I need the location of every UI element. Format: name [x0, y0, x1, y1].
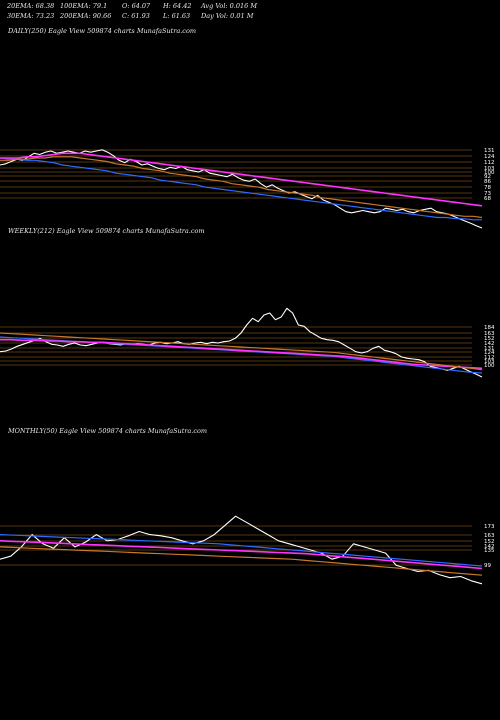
daily-level-label: 68 [484, 196, 491, 202]
daily-level-label: 103 [484, 166, 495, 172]
daily-level-label: 100 [484, 170, 495, 176]
weekly-level-label: 112 [484, 355, 495, 361]
header-ema30: 30EMA: 73.23 [7, 12, 55, 20]
header-close: C: 61.93 [122, 12, 150, 20]
monthly-level-label: 163 [484, 533, 495, 539]
weekly-series-line [0, 338, 483, 370]
daily-series-line [0, 149, 483, 229]
header-ema20: 20EMA: 68.38 [7, 2, 55, 10]
weekly-panel-title: WEEKLY(212) Eagle View 509874 charts Mun… [8, 227, 205, 235]
daily-level-label: 78 [484, 185, 491, 191]
weekly-series-line [0, 332, 483, 371]
daily-level-label: 73 [484, 191, 491, 197]
monthly-level-label: 142 [484, 544, 495, 550]
daily-level-label: 86 [484, 179, 491, 185]
monthly-level-label: 99 [484, 563, 491, 569]
monthly-panel-title: MONTHLY(50) Eagle View 509874 charts Mun… [8, 427, 208, 435]
monthly-level-label: 135 [484, 548, 495, 554]
monthly-level-label: 173 [484, 524, 495, 530]
daily-level-label: 131 [484, 148, 495, 154]
header-open: O: 64.07 [122, 2, 151, 10]
daily-series-line [0, 157, 482, 221]
weekly-level-label: 100 [484, 363, 495, 369]
header-high: H: 64.42 [163, 2, 192, 10]
header-avg-vol: Avg Vol: 0.016 M [201, 2, 258, 10]
daily-panel-title: DAILY(250) Eagle View 509874 charts Muna… [8, 27, 197, 35]
weekly-level-label: 152 [484, 336, 495, 342]
daily-series-line [0, 152, 483, 207]
monthly-series-line [0, 540, 483, 570]
weekly-level-label: 184 [484, 325, 495, 331]
header-ema100: 100EMA: 79.1 [60, 2, 108, 10]
weekly-series-line [0, 307, 483, 378]
daily-level-label: 124 [484, 154, 495, 160]
weekly-level-label: 131 [484, 346, 495, 352]
weekly-level-label: 124 [484, 350, 495, 356]
weekly-level-label: 163 [484, 331, 495, 337]
daily-series-line [0, 156, 483, 219]
daily-level-label: 112 [484, 160, 495, 166]
daily-level-label: 92 [484, 174, 491, 180]
header-day-vol: Day Vol: 0.01 M [201, 12, 254, 20]
monthly-level-label: 152 [484, 539, 495, 545]
monthly-series-line [0, 534, 483, 567]
weekly-level-label: 142 [484, 341, 495, 347]
monthly-series-line [0, 546, 483, 576]
header-ema200: 200EMA: 90.66 [60, 12, 112, 20]
weekly-level-label: 103 [484, 359, 495, 365]
header-low: L: 61.63 [163, 12, 191, 20]
